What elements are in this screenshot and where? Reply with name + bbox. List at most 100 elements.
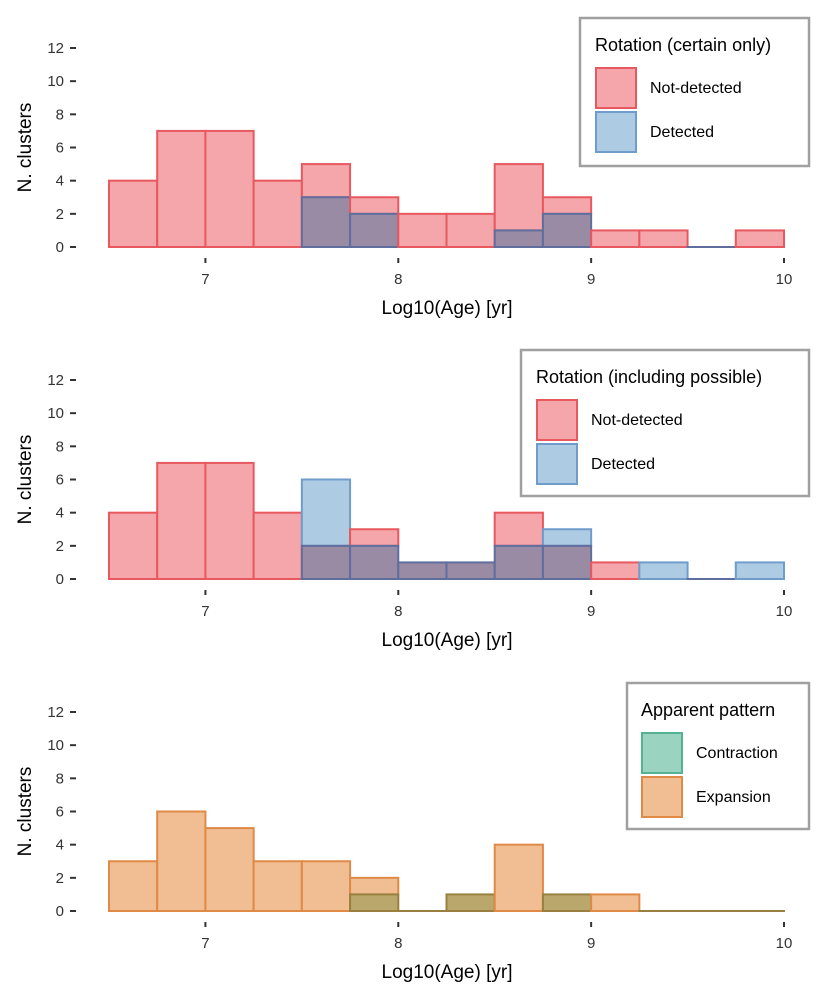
histogram-bar-overlap	[447, 894, 495, 911]
histogram-panel-3: 0 2 4 6 8 10 12 7 8 9 10 Log10(Age) [yr] N. clusters…	[15, 683, 809, 983]
x-axis-label: Log10(Age) [yr]	[382, 298, 513, 319]
x-tick-label: 10	[776, 603, 793, 620]
y-tick-label: 0	[56, 239, 64, 256]
histogram-bar-not-detected	[736, 230, 784, 247]
histogram-bar-expansion	[254, 861, 302, 911]
histogram-bar-overlap	[302, 546, 350, 579]
legend-label-not-detected: Not-detected	[591, 412, 683, 429]
x-axis-label: Log10(Age) [yr]	[382, 962, 513, 983]
legend-swatch-contraction	[642, 733, 682, 773]
legend: Rotation (certain only) Not-detected Detec…	[580, 18, 809, 166]
histogram-bar-detected	[302, 480, 350, 546]
y-tick-label: 4	[56, 173, 64, 190]
histogram-bar-expansion	[302, 861, 350, 911]
histogram-bar-not-detected	[447, 214, 495, 247]
y-tick-label: 4	[56, 837, 64, 854]
histogram-bar-overlap	[495, 230, 543, 247]
x-axis-label: Log10(Age) [yr]	[382, 630, 513, 651]
histogram-bar-detected	[639, 562, 687, 579]
histogram-bar-overlap	[447, 562, 495, 579]
legend-label-detected: Detected	[650, 124, 714, 141]
y-tick-label: 6	[56, 472, 64, 489]
histogram-bar-expansion	[157, 812, 205, 912]
legend-swatch-detected	[596, 112, 636, 152]
histogram-bar-overlap	[302, 197, 350, 247]
y-tick-label: 8	[56, 106, 64, 123]
histogram-bar-not-detected	[254, 513, 302, 579]
y-tick-label: 2	[56, 206, 64, 223]
legend: Apparent pattern Contraction Expansion	[627, 683, 809, 829]
legend-swatch-expansion	[642, 777, 682, 817]
x-tick-label: 10	[776, 271, 793, 288]
x-tick-label: 8	[394, 935, 402, 952]
histogram-bar-expansion	[205, 828, 253, 911]
y-tick-label: 4	[56, 505, 64, 522]
y-tick-label: 10	[47, 405, 64, 422]
x-tick-label: 9	[587, 935, 595, 952]
y-tick-label: 12	[47, 372, 64, 389]
legend-label-detected: Detected	[591, 456, 655, 473]
y-axis-label: N. clusters	[15, 767, 36, 857]
y-tick-label: 12	[47, 40, 64, 57]
histogram-bar-overlap	[350, 214, 398, 247]
histogram-bar-overlap	[543, 894, 591, 911]
y-tick-label: 8	[56, 770, 64, 787]
legend-label-not-detected: Not-detected	[650, 80, 742, 97]
x-tick-label: 7	[201, 271, 209, 288]
histogram-bar-overlap	[350, 894, 398, 911]
histogram-bar-not-detected	[495, 164, 543, 230]
legend-label-contraction: Contraction	[696, 745, 778, 762]
x-tick-label: 10	[776, 935, 793, 952]
y-tick-label: 12	[47, 704, 64, 721]
histogram-bar-overlap	[350, 546, 398, 579]
histogram-bar-expansion	[495, 845, 543, 911]
x-tick-label: 8	[394, 271, 402, 288]
x-tick-label: 8	[394, 603, 402, 620]
histogram-bar-not-detected	[205, 131, 253, 247]
x-tick-label: 9	[587, 271, 595, 288]
histogram-bar-not-detected	[591, 562, 639, 579]
histogram-bar-not-detected	[350, 529, 398, 546]
legend-swatch-not-detected	[596, 68, 636, 108]
histogram-bar-overlap	[543, 214, 591, 247]
histogram-bar-not-detected	[495, 513, 543, 546]
histogram-bar-not-detected	[205, 463, 253, 579]
histogram-bar-expansion	[591, 894, 639, 911]
histogram-bar-detected	[736, 562, 784, 579]
y-tick-label: 2	[56, 870, 64, 887]
legend-title: Apparent pattern	[641, 700, 775, 720]
histogram-bar-expansion	[350, 878, 398, 895]
y-tick-label: 0	[56, 903, 64, 920]
y-tick-label: 10	[47, 73, 64, 90]
histogram-bar-not-detected	[350, 197, 398, 214]
histogram-bar-not-detected	[639, 230, 687, 247]
legend: Rotation (including possible) Not-detecte…	[521, 350, 809, 496]
histogram-bar-detected	[543, 529, 591, 546]
histogram-bar-not-detected	[157, 131, 205, 247]
histogram-bar-not-detected	[543, 197, 591, 214]
histogram-bar-not-detected	[398, 214, 446, 247]
x-tick-label: 7	[201, 603, 209, 620]
y-tick-label: 6	[56, 804, 64, 821]
histogram-bar-not-detected	[157, 463, 205, 579]
legend-swatch-detected	[537, 444, 577, 484]
legend-label-expansion: Expansion	[696, 789, 771, 806]
x-tick-label: 7	[201, 935, 209, 952]
histogram-bar-overlap	[543, 546, 591, 579]
histogram-bar-overlap	[398, 562, 446, 579]
histogram-bar-not-detected	[254, 181, 302, 247]
legend-title: Rotation (certain only)	[595, 35, 771, 55]
legend-swatch-not-detected	[537, 400, 577, 440]
y-tick-label: 8	[56, 438, 64, 455]
histogram-bar-overlap	[495, 546, 543, 579]
y-axis-label: N. clusters	[15, 435, 36, 525]
legend-title: Rotation (including possible)	[536, 367, 762, 387]
x-tick-label: 9	[587, 603, 595, 620]
y-tick-label: 10	[47, 737, 64, 754]
histogram-bar-not-detected	[302, 164, 350, 197]
histogram-bar-not-detected	[109, 181, 157, 247]
y-tick-label: 0	[56, 571, 64, 588]
